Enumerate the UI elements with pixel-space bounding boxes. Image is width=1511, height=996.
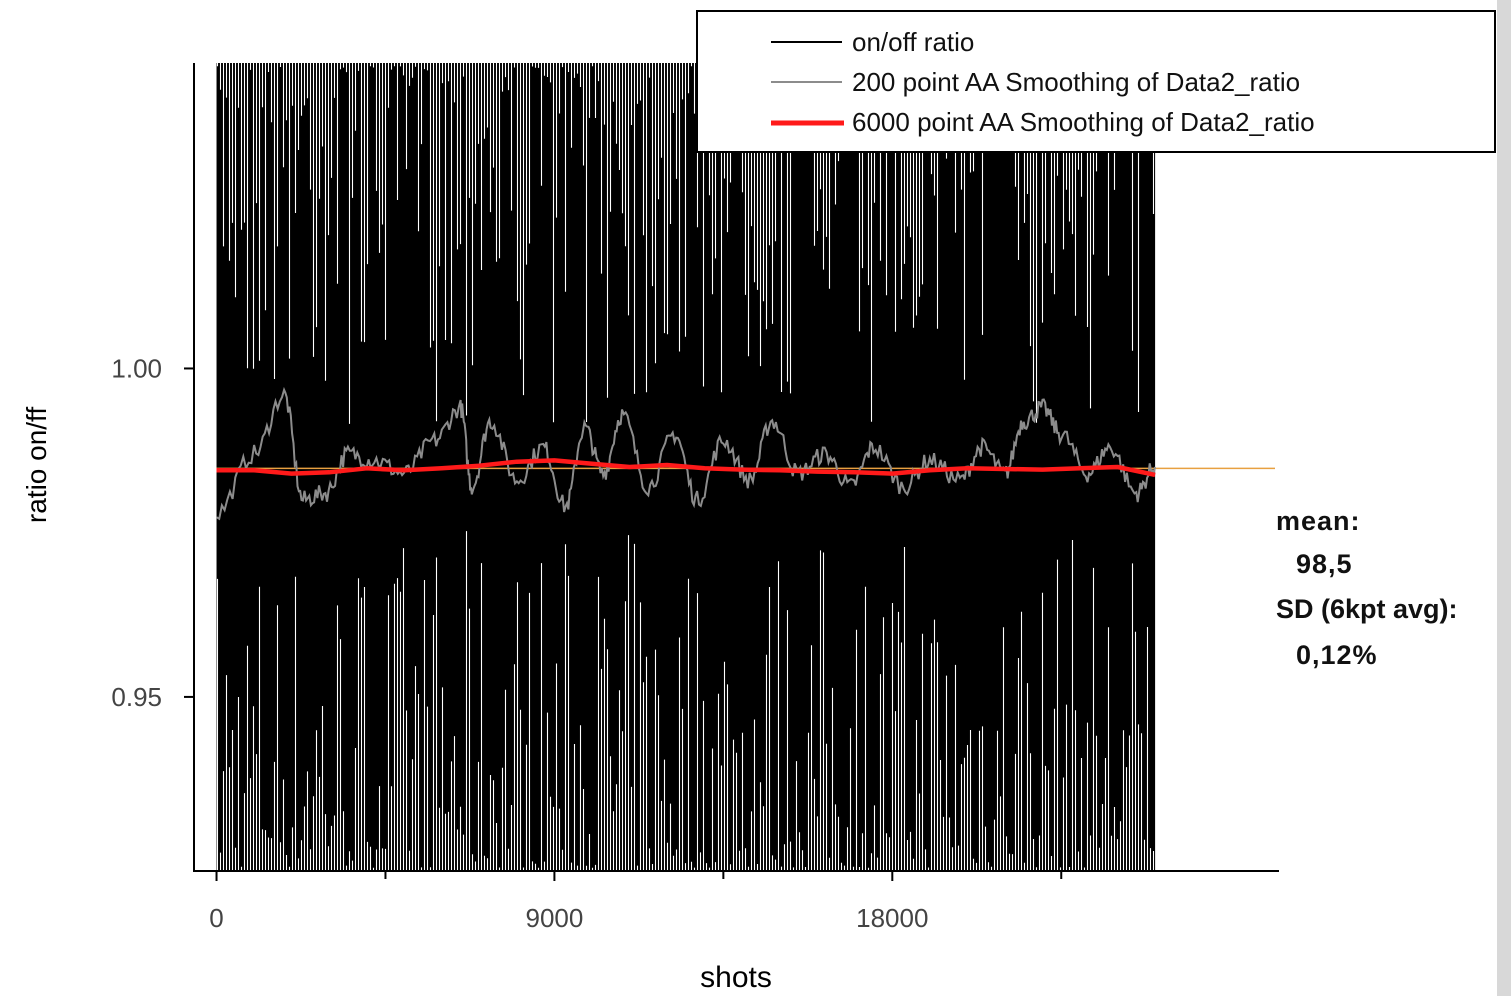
plot-clip-group <box>215 63 1275 871</box>
x-ticks: 0 9000 18000 <box>209 871 1063 933</box>
legend-label-smoothing-200: 200 point AA Smoothing of Data2_ratio <box>852 67 1300 97</box>
legend-label-on-off-ratio: on/off ratio <box>852 27 974 57</box>
stats-annotation: mean: 98,5 SD (6kpt avg): 0,12% <box>1276 506 1458 670</box>
axes: 0 9000 18000 0.95 1.00 <box>111 63 1279 933</box>
x-axis-label: shots <box>700 961 772 994</box>
x-tick-label: 18000 <box>856 903 928 933</box>
legend-label-smoothing-6000: 6000 point AA Smoothing of Data2_ratio <box>852 107 1315 137</box>
x-tick-label: 9000 <box>525 903 583 933</box>
sd-label: SD (6kpt avg): <box>1276 594 1458 624</box>
mean-label: mean: <box>1276 506 1361 536</box>
window-edge <box>1497 0 1511 996</box>
y-axis-label: ratio on/ff <box>21 407 52 523</box>
smoothing-6000-line <box>216 458 1156 478</box>
y-tick-label: 0.95 <box>111 682 162 712</box>
smoothing-6000-trace <box>216 458 1156 478</box>
x-tick-label: 0 <box>209 903 223 933</box>
y-tick-label: 1.00 <box>111 353 162 383</box>
sd-value: 0,12% <box>1296 640 1378 670</box>
mean-value: 98,5 <box>1296 549 1353 579</box>
legend: on/off ratio 200 point AA Smoothing of D… <box>696 10 1496 153</box>
y-ticks: 0.95 1.00 <box>111 353 194 712</box>
noise-lower-gaps <box>216 531 1155 871</box>
